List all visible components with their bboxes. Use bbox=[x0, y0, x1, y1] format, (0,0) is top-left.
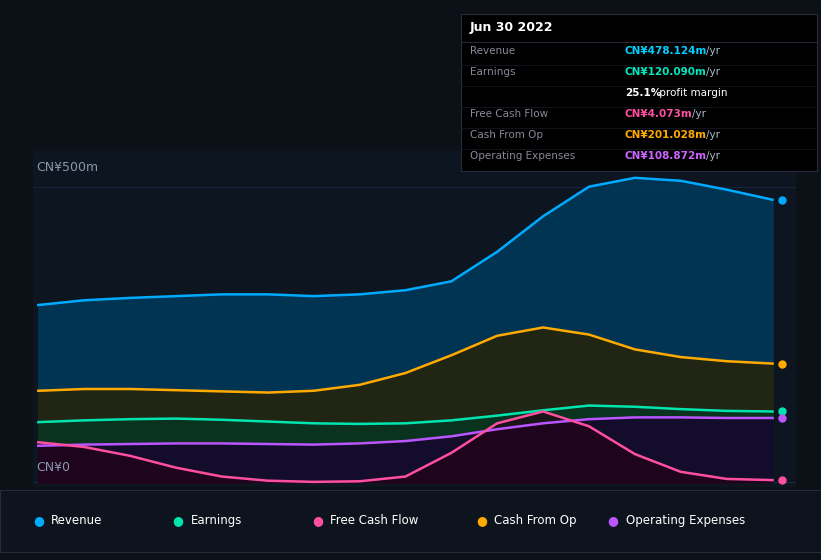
Text: /yr: /yr bbox=[706, 46, 720, 57]
Text: Earnings: Earnings bbox=[190, 514, 242, 528]
Text: /yr: /yr bbox=[706, 152, 720, 161]
Text: profit margin: profit margin bbox=[656, 88, 727, 99]
Text: Operating Expenses: Operating Expenses bbox=[470, 152, 575, 161]
Text: ●: ● bbox=[172, 514, 183, 528]
Text: Operating Expenses: Operating Expenses bbox=[626, 514, 745, 528]
Text: CN¥478.124m: CN¥478.124m bbox=[625, 46, 708, 57]
Text: ●: ● bbox=[312, 514, 323, 528]
Text: Cash From Op: Cash From Op bbox=[494, 514, 576, 528]
Text: Cash From Op: Cash From Op bbox=[470, 130, 543, 141]
Text: /yr: /yr bbox=[706, 130, 720, 141]
Text: CN¥108.872m: CN¥108.872m bbox=[625, 152, 707, 161]
Text: Free Cash Flow: Free Cash Flow bbox=[330, 514, 419, 528]
Text: Revenue: Revenue bbox=[470, 46, 515, 57]
Text: Free Cash Flow: Free Cash Flow bbox=[470, 110, 548, 119]
Text: Earnings: Earnings bbox=[470, 68, 515, 77]
Text: CN¥4.073m: CN¥4.073m bbox=[625, 110, 693, 119]
Text: ●: ● bbox=[476, 514, 487, 528]
Text: CN¥500m: CN¥500m bbox=[37, 161, 99, 174]
Text: /yr: /yr bbox=[706, 68, 720, 77]
Text: ●: ● bbox=[608, 514, 618, 528]
Text: CN¥0: CN¥0 bbox=[37, 461, 71, 474]
Text: Jun 30 2022: Jun 30 2022 bbox=[470, 21, 553, 34]
Text: ●: ● bbox=[33, 514, 44, 528]
Text: /yr: /yr bbox=[691, 110, 705, 119]
Text: CN¥201.028m: CN¥201.028m bbox=[625, 130, 707, 141]
Text: CN¥120.090m: CN¥120.090m bbox=[625, 68, 707, 77]
Text: Revenue: Revenue bbox=[51, 514, 103, 528]
Text: 25.1%: 25.1% bbox=[625, 88, 661, 99]
